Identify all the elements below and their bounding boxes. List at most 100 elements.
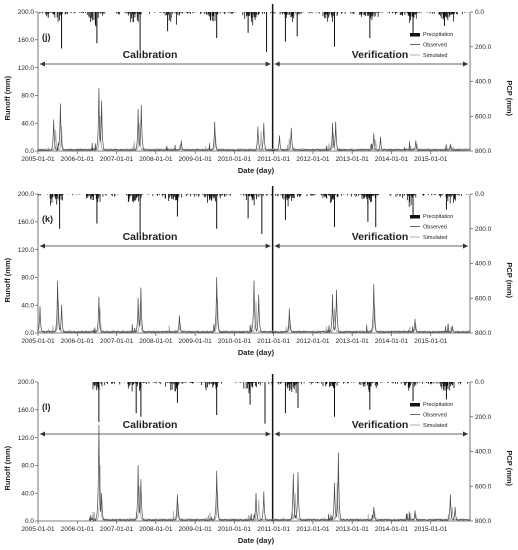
y-tick-label: 160.0	[18, 219, 35, 226]
verification-label: Verification	[352, 419, 409, 431]
x-tick-label: 2005-01-01	[21, 526, 55, 533]
simulated-series	[37, 115, 470, 151]
y-tick-label: 0.0	[25, 148, 34, 155]
chart-panel-0: 0.0 40.0 80.0 120.0 160.0 200.0 0.0 200.0 400.0 6…	[3, 4, 514, 175]
x-tick-label: 2012-01-01	[296, 338, 330, 345]
y2-axis-title: PCP (mm)	[505, 262, 514, 298]
y-tick-label: 80.0	[21, 93, 34, 100]
x-tick-label: 2012-01-01	[296, 156, 330, 163]
chart-panel-2: 0.0 40.0 80.0 120.0 160.0 200.0 0.0 200.0 400.0 6…	[3, 374, 514, 545]
y2-axis-title: PCP (mm)	[505, 80, 514, 116]
x-tick-label: 2008-01-01	[139, 338, 173, 345]
x-tick-label: 2006-01-01	[61, 338, 95, 345]
simulated-series	[88, 464, 470, 521]
arrow-head	[274, 431, 280, 437]
x-tick-label: 2011-01-01	[257, 338, 290, 345]
y-tick-label: 0.0	[25, 330, 34, 337]
y2-tick-label: 600.0	[475, 295, 492, 302]
y-tick-label: 40.0	[21, 302, 34, 309]
arrow-head	[463, 243, 468, 249]
y-axis-title: Runoff (mm)	[3, 257, 12, 302]
x-tick-label: 2005-01-01	[21, 156, 55, 163]
x-tick-label: 2013-01-01	[336, 526, 370, 533]
precipitation-series	[38, 194, 469, 234]
arrow-head	[265, 243, 271, 249]
observed-series	[37, 88, 470, 151]
x-tick-label: 2008-01-01	[139, 526, 173, 533]
x-tick-label: 2006-01-01	[61, 156, 95, 163]
x-axis-title: Date (day)	[238, 536, 275, 545]
y2-tick-label: 800.0	[475, 518, 492, 525]
x-tick-label: 2013-01-01	[336, 156, 370, 163]
y-tick-label: 80.0	[21, 275, 34, 282]
y2-tick-label: 200.0	[475, 414, 492, 421]
panel-label: (l)	[42, 402, 51, 412]
y2-tick-label: 200.0	[475, 44, 492, 51]
legend-label: Precipitation	[423, 32, 453, 38]
y-tick-label: 80.0	[21, 463, 34, 470]
x-tick-label: 2010-01-01	[218, 156, 252, 163]
calibration-label: Calibration	[123, 49, 178, 61]
x-tick-label: 2013-01-01	[336, 338, 370, 345]
y2-tick-label: 0.0	[475, 9, 484, 16]
y-tick-label: 120.0	[18, 65, 35, 72]
y-tick-label: 160.0	[18, 407, 35, 414]
calibration-label: Calibration	[123, 419, 178, 431]
verification-label: Verification	[352, 49, 409, 61]
precipitation-series	[39, 12, 469, 52]
y-axis-title: Runoff (mm)	[3, 445, 12, 490]
y2-tick-label: 800.0	[475, 148, 492, 155]
y2-tick-label: 0.0	[475, 379, 484, 386]
x-tick-label: 2009-01-01	[178, 156, 212, 163]
calibration-label: Calibration	[123, 231, 178, 243]
arrow-head	[274, 61, 280, 67]
panel-label: (j)	[42, 32, 51, 42]
y2-tick-label: 400.0	[475, 449, 492, 456]
x-tick-label: 2014-01-01	[375, 338, 409, 345]
legend-label: Simulated	[423, 423, 447, 429]
legend-label: Observed	[423, 225, 447, 231]
x-tick-label: 2014-01-01	[375, 156, 409, 163]
y-tick-label: 120.0	[18, 247, 35, 254]
x-tick-label: 2015-01-01	[414, 526, 448, 533]
x-axis-title: Date (day)	[238, 166, 275, 175]
x-tick-label: 2008-01-01	[139, 156, 173, 163]
y-tick-label: 40.0	[21, 490, 34, 497]
x-tick-label: 2010-01-01	[218, 526, 252, 533]
x-tick-label: 2009-01-01	[178, 338, 212, 345]
x-tick-label: 2014-01-01	[375, 526, 409, 533]
x-axis-title: Date (day)	[238, 348, 275, 357]
y2-tick-label: 200.0	[475, 226, 492, 233]
y-tick-label: 0.0	[25, 518, 34, 525]
legend-label: Precipitation	[423, 214, 453, 220]
arrow-head	[40, 243, 45, 249]
y2-tick-label: 0.0	[475, 191, 484, 198]
arrow-head	[265, 431, 271, 437]
arrow-head	[265, 61, 271, 67]
y-tick-label: 160.0	[18, 37, 35, 44]
x-tick-label: 2007-01-01	[100, 526, 134, 533]
y-axis-title: Runoff (mm)	[3, 75, 12, 120]
y-tick-label: 40.0	[21, 120, 34, 127]
x-tick-label: 2009-01-01	[178, 526, 212, 533]
legend-swatch-precipitation	[410, 403, 420, 407]
arrow-head	[463, 61, 468, 67]
chart-panel-1: 0.0 40.0 80.0 120.0 160.0 200.0 0.0 200.0 400.0 6…	[3, 186, 514, 357]
legend-label: Observed	[423, 413, 447, 419]
arrow-head	[40, 431, 45, 437]
y2-tick-label: 400.0	[475, 261, 492, 268]
x-tick-label: 2015-01-01	[414, 338, 448, 345]
legend-swatch-precipitation	[410, 33, 420, 37]
y2-tick-label: 400.0	[475, 79, 492, 86]
panel-label: (k)	[42, 214, 53, 224]
x-tick-label: 2010-01-01	[218, 338, 252, 345]
x-tick-label: 2006-01-01	[61, 526, 95, 533]
observed-series	[37, 277, 470, 333]
x-tick-label: 2007-01-01	[100, 338, 134, 345]
x-tick-label: 2007-01-01	[100, 156, 134, 163]
x-tick-label: 2011-01-01	[257, 156, 290, 163]
observed-series	[88, 424, 470, 521]
legend-label: Precipitation	[423, 402, 453, 408]
verification-label: Verification	[352, 231, 409, 243]
